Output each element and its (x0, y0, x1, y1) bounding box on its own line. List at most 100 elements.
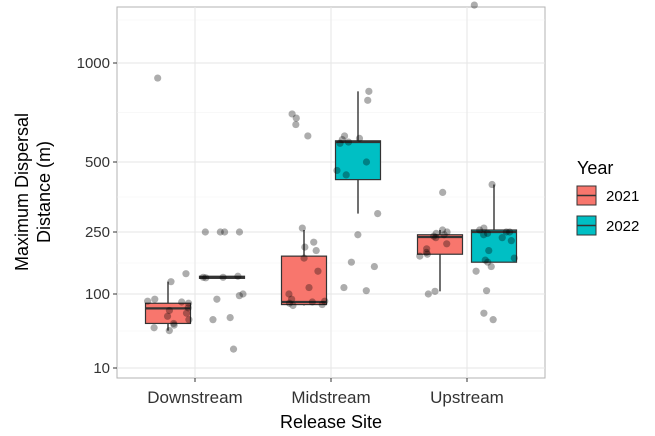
data-point (483, 229, 492, 237)
data-point (485, 246, 493, 255)
x-axis-title: Release Site (280, 412, 382, 432)
data-point (506, 228, 514, 236)
y-axis-title: Maximum Dispersal Distance (m) (12, 113, 54, 271)
data-point (150, 324, 158, 332)
data-point (288, 110, 296, 118)
legend-label: 2021 (606, 188, 639, 205)
data-point (370, 262, 378, 271)
data-point (216, 228, 224, 236)
data-point (488, 180, 496, 189)
data-point (310, 238, 318, 246)
data-point (374, 209, 382, 218)
data-point (235, 292, 243, 300)
data-point (300, 254, 308, 262)
data-point (432, 229, 440, 237)
x-tick-label: Upstream (430, 388, 504, 407)
x-tick-label: Downstream (147, 388, 242, 407)
box-midstream-2021 (280, 230, 328, 306)
y-tick-label: 1000 (77, 55, 110, 72)
data-point (167, 278, 175, 286)
data-point (285, 290, 293, 298)
box-midstream-2022 (334, 91, 382, 214)
data-point (476, 226, 484, 234)
data-point (502, 228, 510, 236)
data-point (354, 231, 362, 239)
data-point (362, 158, 371, 166)
data-point (416, 252, 424, 260)
data-point (202, 274, 210, 282)
box-iqr (470, 229, 518, 263)
data-point (170, 319, 178, 328)
data-point (423, 250, 431, 258)
data-point (342, 171, 350, 179)
data-point (185, 316, 193, 324)
data-point (219, 273, 227, 281)
data-point (338, 135, 346, 144)
data-point (510, 254, 518, 262)
box-upstream-2021 (416, 230, 464, 292)
data-point (439, 188, 447, 197)
data-point (489, 316, 497, 324)
data-point (182, 309, 191, 317)
data-point (362, 287, 370, 295)
data-point (340, 132, 349, 140)
data-point (292, 114, 300, 122)
data-point (285, 299, 294, 307)
data-point (430, 232, 438, 240)
data-point (424, 290, 432, 298)
data-point (480, 309, 488, 317)
data-point (154, 74, 162, 82)
box-iqr (416, 234, 464, 255)
data-point (480, 231, 488, 239)
data-point (480, 224, 488, 232)
data-point (199, 273, 207, 281)
data-point (289, 301, 297, 310)
data-point (178, 298, 186, 306)
data-point (229, 345, 238, 353)
box-downstream-2021 (144, 281, 192, 331)
boxes-layer (144, 91, 518, 331)
data-point (163, 312, 172, 320)
data-point (340, 283, 348, 292)
data-point (288, 295, 296, 303)
data-point (432, 234, 440, 242)
data-point (364, 96, 372, 104)
data-point (314, 267, 322, 275)
data-point (292, 120, 300, 129)
legend-title: Year (577, 158, 613, 178)
data-point (312, 246, 320, 255)
data-point (144, 297, 152, 305)
points-layer (144, 1, 518, 353)
data-point (344, 138, 353, 146)
data-point (336, 139, 344, 147)
gridlines (117, 7, 545, 378)
data-point (423, 245, 431, 253)
data-point (305, 283, 313, 292)
data-point (151, 295, 159, 303)
y-axis-title-line-1: Maximum Dispersal (12, 113, 32, 271)
data-point (355, 134, 364, 142)
data-point (184, 304, 192, 312)
data-point (165, 306, 174, 315)
x-axis: Downstream Midstream Upstream (147, 378, 504, 407)
y-tick-label: 100 (85, 286, 110, 303)
data-point (472, 267, 480, 275)
legend-label: 2022 (606, 218, 639, 235)
box-iqr (280, 255, 328, 306)
data-point (321, 297, 329, 305)
data-point (438, 226, 447, 234)
box-upstream-2022 (470, 184, 518, 263)
data-point (487, 262, 495, 271)
data-point (209, 316, 217, 324)
data-point (333, 166, 341, 175)
data-point (184, 299, 193, 307)
data-point (170, 321, 178, 329)
data-point (221, 228, 229, 236)
data-point (507, 237, 515, 245)
data-point (201, 228, 209, 236)
legend: Year 2021 2022 (576, 158, 639, 236)
data-point (431, 287, 439, 295)
data-point (226, 313, 234, 322)
y-tick-label: 250 (85, 224, 110, 241)
data-point (470, 1, 478, 9)
